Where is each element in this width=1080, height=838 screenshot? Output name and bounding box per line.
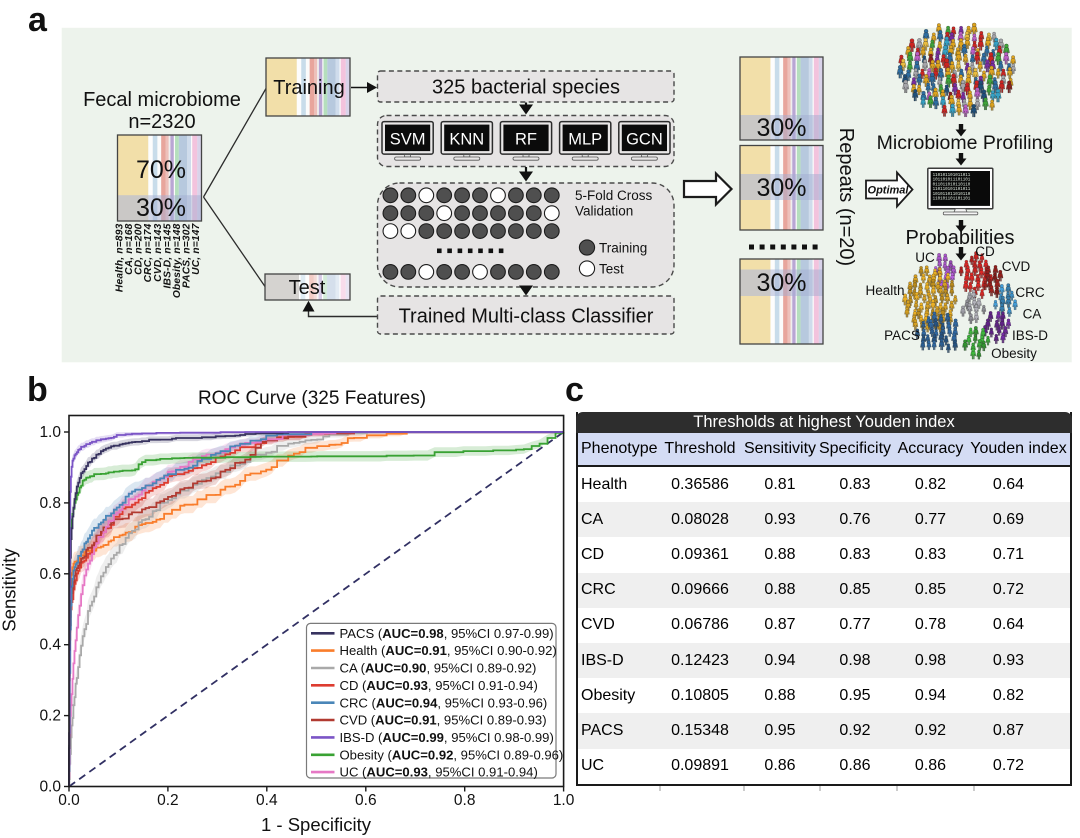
svg-text:Health (AUC=0.91, 95%CI 0.90-0: Health (AUC=0.91, 95%CI 0.90-0.92) — [340, 643, 557, 658]
svg-text:Obesity, n=148: Obesity, n=148 — [172, 223, 183, 298]
svg-text:Obesity: Obesity — [991, 346, 1037, 361]
svg-text:110101101101101: 110101101101101 — [933, 198, 971, 202]
svg-text:CA (AUC=0.90, 95%CI 0.89-0.92): CA (AUC=0.90, 95%CI 0.89-0.92) — [340, 661, 537, 676]
svg-text:CVD: CVD — [1002, 259, 1031, 274]
svg-text:UC: UC — [915, 250, 935, 265]
svg-text:101011011010110: 101011011010110 — [933, 193, 971, 197]
svg-text:RF: RF — [515, 131, 537, 149]
svg-text:CD, n=200: CD, n=200 — [134, 223, 145, 274]
svg-text:b: b — [27, 371, 48, 409]
svg-text:CA, n=168: CA, n=168 — [124, 223, 135, 274]
svg-text:0.4: 0.4 — [256, 792, 278, 809]
svg-text:IBS-D, n=145: IBS-D, n=145 — [162, 223, 173, 288]
svg-text:1.0: 1.0 — [553, 792, 575, 809]
svg-text:Obesity (AUC=0.92, 95%CI 0.89-: Obesity (AUC=0.92, 95%CI 0.89-0.96) — [340, 747, 564, 762]
svg-text:Fecal microbiome: Fecal microbiome — [83, 89, 241, 111]
svg-text:0.4: 0.4 — [39, 637, 61, 654]
svg-text:UC (AUC=0.93, 95%CI 0.91-0.94): UC (AUC=0.93, 95%CI 0.91-0.94) — [340, 765, 538, 780]
svg-text:Health, n=893: Health, n=893 — [115, 223, 126, 292]
svg-text:1.0: 1.0 — [39, 424, 61, 441]
svg-text:Microbiome Profiling: Microbiome Profiling — [877, 132, 1054, 154]
svg-text:0.2: 0.2 — [39, 708, 61, 725]
svg-text:0.0: 0.0 — [39, 779, 61, 796]
svg-text:30%: 30% — [756, 269, 806, 297]
svg-text:Optimal: Optimal — [868, 185, 910, 197]
svg-text:CD: CD — [975, 244, 995, 259]
svg-text:c: c — [565, 371, 584, 409]
svg-text:110110101101011: 110110101101011 — [933, 188, 971, 192]
svg-text:Repeats (n=20): Repeats (n=20) — [835, 128, 857, 266]
svg-text:1 - Specificity: 1 - Specificity — [261, 814, 372, 835]
svg-text:KNN: KNN — [449, 131, 484, 149]
svg-text:Training: Training — [273, 77, 345, 99]
svg-text:ROC Curve (325 Features): ROC Curve (325 Features) — [198, 388, 426, 409]
svg-text:PACS (AUC=0.98, 95%CI 0.97-0.9: PACS (AUC=0.98, 95%CI 0.97-0.99) — [340, 626, 554, 641]
svg-text:101101011101101: 101101011101101 — [933, 179, 971, 183]
svg-text:Health: Health — [865, 283, 904, 298]
svg-text:n=2320: n=2320 — [128, 111, 195, 133]
svg-text:30%: 30% — [756, 174, 806, 202]
svg-text:CRC (AUC=0.94, 95%CI 0.93-0.96: CRC (AUC=0.94, 95%CI 0.93-0.96) — [340, 695, 548, 710]
svg-text:CRC, n=174: CRC, n=174 — [143, 223, 154, 282]
svg-text:110101101011011: 110101101011011 — [933, 174, 971, 178]
svg-text:CRC: CRC — [1015, 285, 1044, 300]
svg-text:5-Fold Cross: 5-Fold Cross — [575, 188, 653, 203]
svg-text:CD (AUC=0.93, 95%CI 0.91-0.94): CD (AUC=0.93, 95%CI 0.91-0.94) — [340, 678, 538, 693]
svg-text:PACS: PACS — [884, 328, 920, 343]
svg-text:PACS, n=302: PACS, n=302 — [181, 223, 192, 288]
svg-text:Training: Training — [599, 241, 647, 256]
svg-text:Validation: Validation — [575, 204, 633, 219]
svg-text:30%: 30% — [136, 194, 186, 222]
svg-text:IBS-D (AUC=0.99, 95%CI 0.98-0.: IBS-D (AUC=0.99, 95%CI 0.98-0.99) — [340, 730, 554, 745]
svg-text:IBS-D: IBS-D — [1012, 328, 1048, 343]
svg-text:GCN: GCN — [626, 131, 663, 149]
svg-text:0.6: 0.6 — [355, 792, 377, 809]
svg-text:0.8: 0.8 — [39, 495, 61, 512]
svg-text:MLP: MLP — [568, 131, 602, 149]
svg-text:Trained Multi-class Classifier: Trained Multi-class Classifier — [399, 306, 654, 328]
svg-text:SVM: SVM — [390, 131, 426, 149]
svg-text:CVD, n=143: CVD, n=143 — [153, 223, 164, 281]
svg-text:UC, n=147: UC, n=147 — [191, 222, 202, 274]
svg-text:0.0: 0.0 — [58, 792, 80, 809]
svg-text:Test: Test — [289, 277, 326, 299]
svg-text:a: a — [28, 1, 48, 39]
svg-text:Probabilities: Probabilities — [906, 227, 1015, 249]
svg-text:Test: Test — [599, 262, 624, 277]
svg-text:325 bacterial species: 325 bacterial species — [432, 77, 620, 99]
svg-text:Sensitivity: Sensitivity — [0, 548, 20, 632]
svg-text:CA: CA — [1023, 307, 1042, 322]
svg-text:70%: 70% — [136, 156, 186, 184]
svg-text:0.2: 0.2 — [157, 792, 179, 809]
svg-text:30%: 30% — [756, 114, 806, 142]
svg-text:0.6: 0.6 — [39, 566, 61, 583]
svg-text:011011010110110: 011011010110110 — [933, 183, 971, 187]
svg-text:CVD (AUC=0.91, 95%CI 0.89-0.93: CVD (AUC=0.91, 95%CI 0.89-0.93) — [340, 713, 547, 728]
svg-text:0.8: 0.8 — [454, 792, 476, 809]
